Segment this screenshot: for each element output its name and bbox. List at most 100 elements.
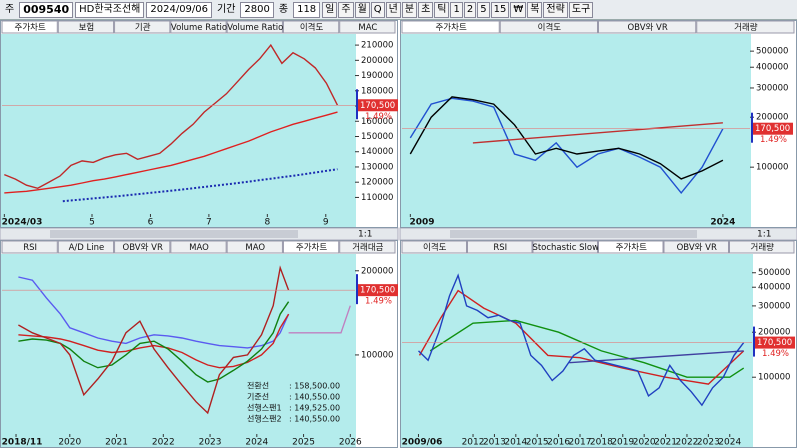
tab[interactable] — [170, 240, 227, 254]
tab[interactable] — [282, 20, 340, 34]
toolbar-button[interactable]: 15 — [490, 1, 510, 18]
x-tick-label: 6 — [148, 218, 154, 228]
tab-label[interactable]: 이격도 — [538, 22, 562, 33]
price-line — [62, 168, 338, 203]
tab[interactable] — [696, 20, 795, 34]
tab-label[interactable]: 주가차트 — [435, 23, 466, 33]
tab-label[interactable]: 거래량 — [734, 22, 758, 33]
tab[interactable] — [282, 240, 340, 254]
x-tick-label: 9 — [323, 218, 329, 228]
tab[interactable] — [729, 240, 795, 254]
x-tick-label: 2023 — [199, 438, 222, 448]
tab-label[interactable]: 거래량 — [751, 242, 775, 253]
tab[interactable] — [663, 240, 729, 254]
tab[interactable] — [1, 240, 58, 254]
legend-value: : 140,550.00 — [289, 393, 340, 402]
tab[interactable] — [532, 240, 598, 254]
tab[interactable] — [57, 20, 115, 34]
y-tick-label: 500000 — [758, 268, 790, 278]
tab[interactable] — [598, 240, 664, 254]
toolbar: 주 009540 HD한국조선해 2024/09/06 기간 2800 종 11… — [0, 0, 797, 20]
tab-label[interactable]: 주가차트 — [296, 243, 327, 253]
tab-label[interactable]: 주가차트 — [616, 243, 647, 253]
toolbar-button[interactable]: 도구 — [568, 1, 594, 18]
axis-background — [356, 34, 398, 228]
toolbar-button[interactable]: 2 — [463, 1, 477, 18]
tab-label[interactable]: Volume Ratio — [227, 23, 283, 33]
toolbar-button[interactable]: 1 — [450, 1, 463, 18]
y-tick-label: 140000 — [361, 147, 393, 157]
zoom-label[interactable]: 1:1 — [757, 230, 771, 240]
toolbar-button[interactable]: 복 — [527, 1, 543, 18]
toolbar-button[interactable]: 년 — [385, 1, 401, 18]
tab-label[interactable]: 기관 — [135, 22, 151, 33]
zoom-label[interactable]: 1:1 — [358, 230, 372, 240]
toolbar-button[interactable]: 5 — [477, 1, 490, 18]
toolbar-button[interactable]: 틱 — [434, 1, 450, 18]
code-input[interactable]: 009540 — [19, 1, 74, 18]
tab[interactable] — [339, 240, 396, 254]
tab-label[interactable]: RSI — [23, 243, 37, 253]
tab[interactable] — [401, 240, 467, 254]
y-tick-label: 210000 — [361, 41, 393, 51]
count-input[interactable]: 118 — [293, 1, 321, 18]
tab-label[interactable]: 보험 — [79, 23, 95, 33]
change-label: 1.49% — [760, 135, 787, 145]
toolbar-button[interactable]: 분 — [401, 1, 418, 18]
last-price-box — [753, 122, 793, 135]
tab[interactable] — [1, 20, 58, 34]
legend-name: 기준선 — [247, 393, 269, 402]
tab[interactable] — [339, 20, 396, 34]
toolbar-button[interactable]: Q — [370, 1, 385, 18]
series-group — [409, 96, 724, 195]
tab-label[interactable]: OBV와 VR — [627, 22, 667, 33]
tab[interactable] — [226, 240, 283, 254]
tab[interactable] — [57, 240, 115, 254]
tab[interactable] — [114, 20, 171, 34]
price-line — [288, 305, 351, 334]
x-tick-label: 2021 — [105, 438, 128, 448]
date-input[interactable]: 2024/09/06 — [146, 1, 213, 18]
toolbar-button[interactable]: 주 — [338, 1, 354, 18]
tab-label[interactable]: MAO — [189, 243, 209, 253]
toolbar-button[interactable]: 월 — [354, 1, 370, 18]
tab-label[interactable]: MAO — [245, 243, 265, 253]
toolbar-button[interactable]: 초 — [418, 1, 434, 18]
toolbar-button[interactable]: 전략 — [543, 1, 568, 18]
tab[interactable] — [170, 20, 227, 34]
tab[interactable] — [401, 20, 500, 34]
tab-label[interactable]: A/D Line — [69, 243, 105, 253]
y-tick-label: 100000 — [361, 350, 393, 360]
stock-name[interactable]: HD한국조선해 — [75, 1, 145, 18]
toolbar-button[interactable]: 일 — [322, 1, 338, 18]
y-tick-label: 160000 — [361, 117, 393, 127]
tab[interactable] — [226, 20, 283, 34]
tab-label[interactable]: 거래대금 — [352, 243, 383, 253]
tab-label[interactable]: 이격도 — [300, 22, 324, 33]
y-tick-label: 400000 — [758, 283, 790, 293]
volume-strip — [356, 274, 358, 305]
tab-label[interactable]: MAC — [358, 23, 377, 33]
tab[interactable] — [499, 20, 598, 34]
tab-label[interactable]: 주가차트 — [15, 23, 46, 33]
tab-label[interactable]: 이격도 — [423, 242, 447, 253]
price-line — [18, 313, 290, 369]
tab[interactable] — [598, 20, 697, 34]
tab-label[interactable]: RSI — [493, 243, 507, 253]
y-tick-label: 200000 — [361, 266, 393, 276]
tab[interactable] — [114, 240, 171, 254]
tab-label[interactable]: OBV와 VR — [677, 242, 717, 253]
tab-label[interactable]: Stochastic Slow — [532, 243, 599, 253]
tab-label[interactable]: OBV와 VR — [123, 242, 163, 253]
axis-background — [753, 254, 797, 448]
period-input[interactable]: 2800 — [240, 1, 274, 18]
tab-label[interactable]: Volume Ratio — [171, 23, 227, 33]
scroll-thumb — [450, 230, 697, 238]
tab[interactable] — [467, 240, 533, 254]
change-label: 1.49% — [762, 349, 789, 359]
x-tick-label: 2020 — [633, 438, 656, 448]
toolbar-button[interactable]: ₩ — [510, 1, 527, 18]
x-tick-label: 2022 — [676, 438, 699, 448]
y-tick-label: 100000 — [756, 163, 788, 173]
